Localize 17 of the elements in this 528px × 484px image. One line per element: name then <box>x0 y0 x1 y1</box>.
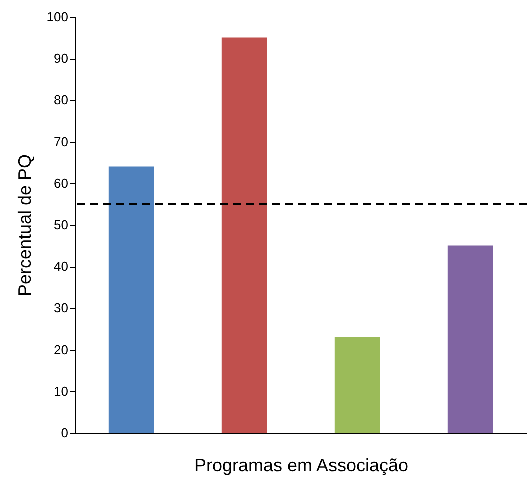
bar <box>334 337 380 433</box>
y-tick-label: 90 <box>54 51 68 66</box>
bar <box>448 246 494 433</box>
y-tick-label: 40 <box>54 259 68 274</box>
y-tick-label: 80 <box>54 92 68 108</box>
y-tick-label: 20 <box>54 342 68 358</box>
y-tick-label: 0 <box>61 426 68 440</box>
y-axis-title: Percentual de PQ <box>14 154 35 297</box>
y-tick-label: 60 <box>54 176 68 191</box>
y-tick-label: 50 <box>54 218 68 232</box>
bar <box>108 166 154 433</box>
y-tick-label: 70 <box>54 134 68 150</box>
bar <box>222 38 268 433</box>
y-tick-label: 30 <box>54 300 68 316</box>
x-axis-title: Programas em Associação <box>194 456 409 476</box>
y-tick-label: 100 <box>46 10 68 24</box>
y-tick-label: 10 <box>54 384 68 399</box>
